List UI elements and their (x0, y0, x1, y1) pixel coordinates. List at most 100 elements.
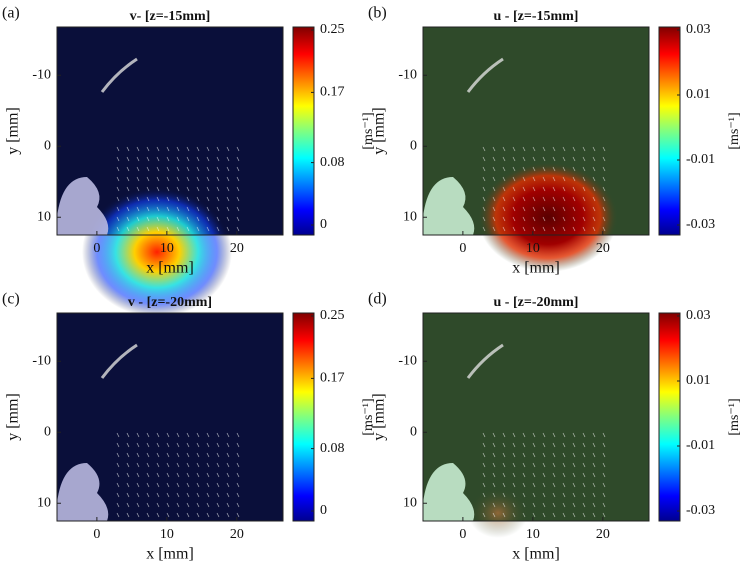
vector-arrow (206, 156, 210, 162)
vector-arrow (582, 472, 586, 478)
vector-arrow (542, 226, 546, 232)
vector-arrow (572, 226, 576, 232)
y-axis-label: y [mm] (371, 393, 388, 441)
vector-arrow (186, 472, 190, 478)
vector-arrow (156, 196, 160, 202)
vector-arrow (592, 432, 596, 438)
vector-arrow (176, 452, 180, 458)
vector-arrow (136, 216, 140, 222)
x-tick-label: 20 (230, 527, 244, 542)
vector-arrow (482, 226, 486, 232)
vector-arrow (572, 156, 576, 162)
y-axis-label: y [mm] (5, 107, 22, 155)
vector-arrow (186, 176, 190, 182)
vector-arrow (602, 492, 606, 498)
vector-arrow (126, 146, 130, 152)
colorbar-tick-label: 0.03 (686, 308, 711, 323)
vector-arrow (116, 492, 120, 498)
vector-arrow (502, 492, 506, 498)
x-tick-label: 10 (526, 527, 540, 542)
y-tick-label: 0 (410, 424, 417, 439)
vector-arrow (216, 482, 220, 488)
vector-arrow (126, 512, 130, 518)
vector-arrow (562, 146, 566, 152)
vector-arrow (196, 216, 200, 222)
chart-title: u - [z=-15mm] (494, 9, 579, 24)
vector-arrow (532, 482, 536, 488)
vector-arrow (502, 482, 506, 488)
vector-arrow (592, 186, 596, 192)
vector-arrow (236, 226, 240, 232)
vector-arrow (226, 492, 230, 498)
vector-arrow (582, 452, 586, 458)
vector-arrow (532, 442, 536, 448)
x-axis-label: x [mm] (512, 546, 560, 563)
vector-arrow (532, 146, 536, 152)
chart-title: v - [z=-20mm] (128, 295, 212, 310)
vector-arrow (592, 166, 596, 172)
vector-arrow (532, 502, 536, 508)
x-tick-label: 0 (459, 527, 466, 542)
vector-arrow (512, 512, 516, 518)
vector-arrow (502, 146, 506, 152)
vector-arrow (582, 482, 586, 488)
colorbar-tick-label: -0.01 (686, 438, 715, 453)
vector-arrow (126, 156, 130, 162)
vector-arrow (482, 196, 486, 202)
vector-arrow (502, 206, 506, 212)
vector-arrow (602, 512, 606, 518)
vector-arrow (542, 432, 546, 438)
chart-title: v- [z=-15mm] (130, 9, 211, 24)
vector-arrow (502, 452, 506, 458)
plot-frame (56, 26, 284, 236)
vector-arrow (522, 196, 526, 202)
vector-arrow (532, 492, 536, 498)
vector-arrow (156, 492, 160, 498)
vector-arrow (552, 206, 556, 212)
vector-arrow (542, 186, 546, 192)
vector-arrow (542, 462, 546, 468)
vector-arrow (156, 156, 160, 162)
vector-arrow (492, 502, 496, 508)
vector-arrow (562, 216, 566, 222)
vector-arrow (176, 472, 180, 478)
vector-arrow (186, 442, 190, 448)
x-axis-label: x [mm] (146, 260, 194, 277)
vector-arrow (166, 216, 170, 222)
vector-arrow (116, 186, 120, 192)
vector-arrow (532, 216, 536, 222)
vector-arrow (146, 186, 150, 192)
vector-arrow (482, 492, 486, 498)
vector-arrow (552, 176, 556, 182)
vector-arrow (206, 176, 210, 182)
vector-arrow (196, 196, 200, 202)
vector-arrow (116, 442, 120, 448)
vector-arrow (532, 472, 536, 478)
bubble (57, 177, 109, 235)
vector-arrow (572, 452, 576, 458)
y-tick-label: -10 (398, 353, 417, 368)
vector-arrow (116, 216, 120, 222)
vector-arrow (582, 492, 586, 498)
vector-arrow (206, 502, 210, 508)
x-tick-label: 10 (160, 527, 174, 542)
vector-arrow (552, 186, 556, 192)
vector-arrow (186, 482, 190, 488)
vector-arrow (166, 442, 170, 448)
x-axis-label: x [mm] (146, 546, 194, 563)
vector-arrow (602, 502, 606, 508)
colorbar-tick-label: -0.03 (686, 217, 715, 232)
vector-arrow (226, 452, 230, 458)
vector-arrow (582, 432, 586, 438)
bubble (423, 177, 475, 235)
vector-arrow (532, 156, 536, 162)
vector-arrow (216, 186, 220, 192)
vector-arrow (186, 512, 190, 518)
vector-arrow (592, 482, 596, 488)
vector-arrow (126, 502, 130, 508)
vector-arrow (136, 226, 140, 232)
vector-arrow (582, 206, 586, 212)
colorbar-tick-label: 0.25 (320, 308, 345, 323)
vector-arrow (236, 196, 240, 202)
vector-arrow (492, 226, 496, 232)
